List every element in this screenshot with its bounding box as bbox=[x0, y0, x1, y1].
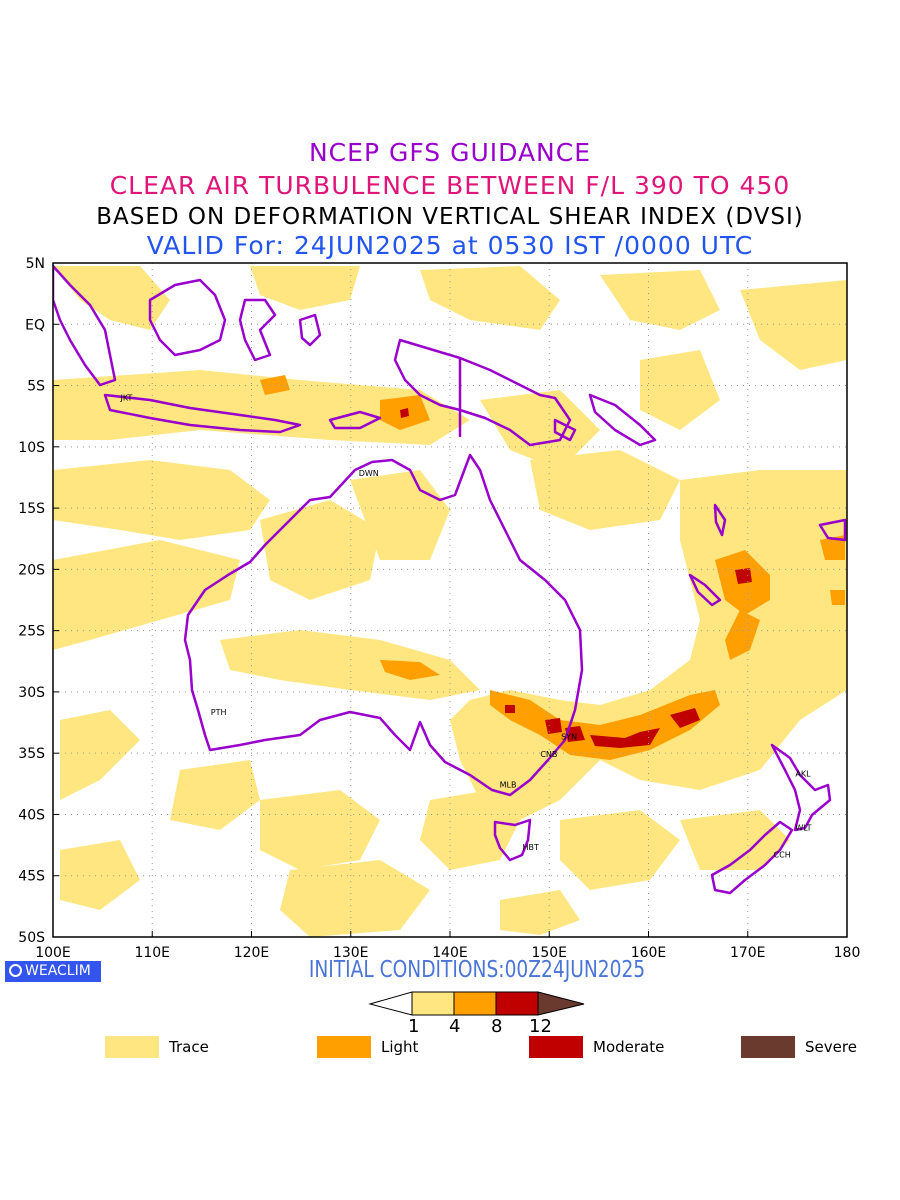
copyright-icon bbox=[9, 964, 22, 977]
longitude-tick-label: 130E bbox=[333, 945, 369, 961]
station-jkt: JKT bbox=[119, 393, 132, 402]
legend-moderate-label: Moderate bbox=[593, 1038, 665, 1056]
latitude-tick-label: 45S bbox=[18, 869, 45, 885]
station-cnb: CNB bbox=[540, 750, 557, 759]
station-wlt: WLT bbox=[795, 823, 811, 832]
longitude-tick-label: 100E bbox=[35, 945, 71, 961]
station-akl: AKL bbox=[795, 769, 811, 778]
weaclim-logo: WEACLIM bbox=[5, 961, 101, 982]
latitude-tick-label: 5S bbox=[27, 379, 45, 395]
longitude-tick-label: 120E bbox=[234, 945, 270, 961]
legend-light-label: Light bbox=[381, 1038, 419, 1056]
title-parameter: CLEAR AIR TURBULENCE BETWEEN F/L 390 TO … bbox=[109, 171, 791, 200]
latitude-tick-label: 30S bbox=[18, 685, 45, 701]
longitude-tick-label: 110E bbox=[134, 945, 170, 961]
legend-severe-swatch bbox=[741, 1036, 795, 1058]
longitude-tick-label: 160E bbox=[631, 945, 667, 961]
station-mlb: MLB bbox=[500, 780, 517, 789]
station-syn: SYN bbox=[561, 733, 577, 742]
latitude-tick-label: 35S bbox=[18, 746, 45, 762]
light-areas bbox=[260, 375, 845, 760]
longitude-tick-label: 150E bbox=[531, 945, 567, 961]
latitude-tick-label: 5N bbox=[26, 256, 45, 272]
latitude-tick-label: 15S bbox=[18, 501, 45, 517]
latitude-tick-label: 10S bbox=[18, 440, 45, 456]
colorbar-moderate bbox=[495, 991, 539, 1016]
title-method: BASED ON DEFORMATION VERTICAL SHEAR INDE… bbox=[96, 204, 804, 230]
station-pth: PTH bbox=[211, 708, 227, 717]
legend-severe-label: Severe bbox=[805, 1038, 857, 1056]
colorbar-label-1: 1 bbox=[408, 1016, 420, 1037]
station-hbt: HBT bbox=[522, 843, 539, 852]
colorbar-severe-triangle bbox=[537, 991, 585, 1016]
station-dwn: DWN bbox=[359, 469, 379, 478]
legend-trace-label: Trace bbox=[169, 1038, 209, 1056]
latitude-tick-label: 50S bbox=[18, 930, 45, 946]
longitude-tick-label: 170E bbox=[730, 945, 766, 961]
latitude-tick-label: 40S bbox=[18, 807, 45, 823]
moderate-areas bbox=[400, 408, 752, 748]
latitude-tick-label: 20S bbox=[18, 562, 45, 578]
title-product: NCEP GFS GUIDANCE bbox=[308, 138, 591, 167]
legend-moderate-swatch bbox=[529, 1036, 583, 1058]
longitude-tick-label: 180 bbox=[834, 945, 861, 961]
latitude-ticks: 5N EQ 5S 10S 15S 20S 25S 30S 35S 40S 45S 50S bbox=[18, 256, 59, 946]
colorbar-low-triangle bbox=[368, 991, 413, 1016]
colorbar bbox=[368, 991, 585, 1016]
title-valid-time: VALID For: 24JUN2025 at 0530 IST /0000 U… bbox=[146, 231, 754, 260]
colorbar-label-12: 12 bbox=[529, 1016, 552, 1037]
longitude-tick-label: 140E bbox=[432, 945, 468, 961]
colorbar-label-8: 8 bbox=[491, 1016, 503, 1037]
colorbar-label-4: 4 bbox=[449, 1016, 461, 1037]
colorbar-light bbox=[453, 991, 497, 1016]
legend-trace-swatch bbox=[105, 1036, 159, 1058]
brand-text: WEACLIM bbox=[25, 963, 91, 979]
station-labels: JKT DWN PTH SYN CNB MLB HBT AKL WLT CCH bbox=[119, 393, 811, 859]
longitude-ticks: 100E 110E 120E 130E 140E 150E 160E 170E 180 bbox=[35, 931, 860, 961]
colorbar-trace bbox=[411, 991, 455, 1016]
latitude-tick-label: 25S bbox=[18, 624, 45, 640]
latitude-tick-label: EQ bbox=[25, 317, 45, 333]
legend-light-swatch bbox=[317, 1036, 371, 1058]
coastlines bbox=[53, 264, 847, 895]
initial-conditions-label: INITIAL CONDITIONS:00Z24JUN2025 bbox=[308, 957, 646, 983]
station-cch: CCH bbox=[774, 850, 791, 859]
turbulence-field-layer bbox=[53, 266, 847, 937]
